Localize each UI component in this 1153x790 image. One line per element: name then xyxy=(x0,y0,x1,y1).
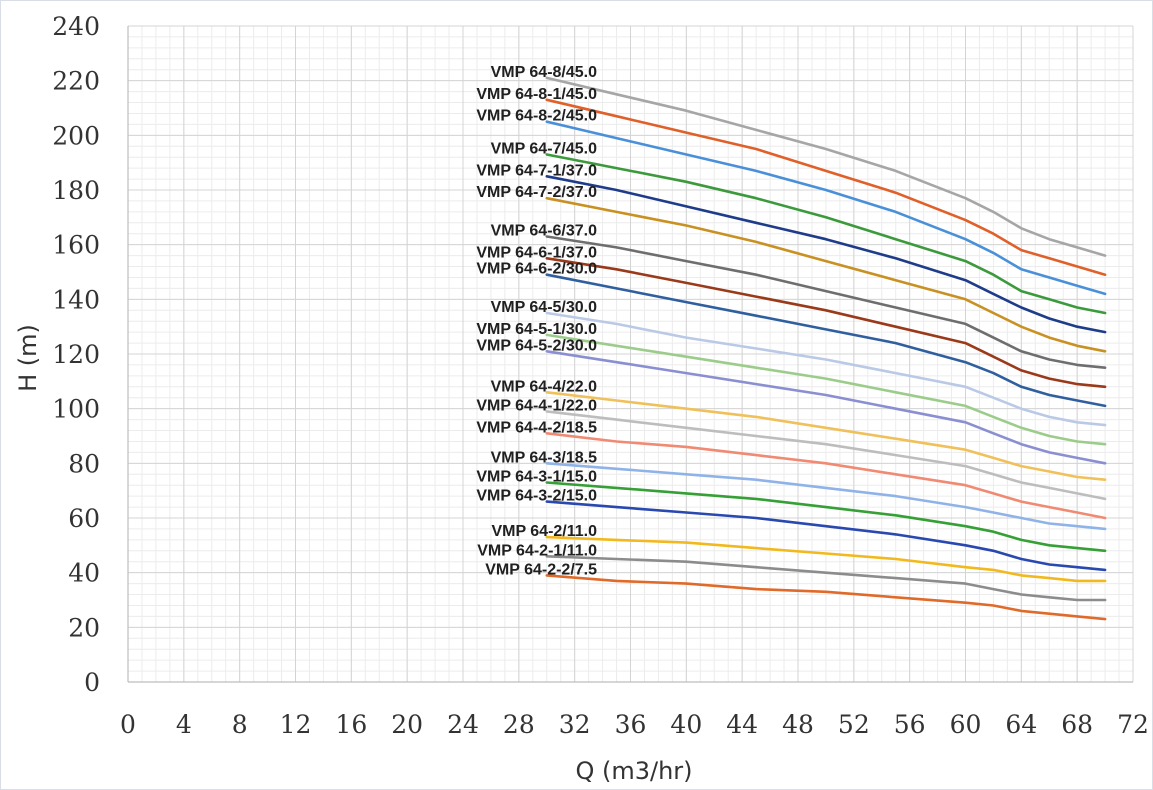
series-label: VMP 64-2-2/7.5 xyxy=(485,561,597,578)
x-tick-label: 12 xyxy=(280,710,312,739)
axes xyxy=(127,26,1133,683)
series-label: VMP 64-8/45.0 xyxy=(491,64,598,81)
series-label: VMP 64-3-2/15.0 xyxy=(476,488,597,505)
y-tick-label: 220 xyxy=(52,67,100,96)
series-line xyxy=(545,333,1107,446)
series-label: VMP 64-8-2/45.0 xyxy=(476,108,597,125)
series-line xyxy=(545,175,1107,334)
series-line xyxy=(545,431,1107,520)
series-lines xyxy=(545,76,1107,621)
series-label: VMP 64-5-1/30.0 xyxy=(476,321,597,338)
series-label: VMP 64-5-2/30.0 xyxy=(476,337,597,354)
series-line xyxy=(545,235,1107,370)
series-label: VMP 64-6/37.0 xyxy=(491,222,598,239)
x-tick-label: 48 xyxy=(782,710,814,739)
series-label: VMP 64-4-1/22.0 xyxy=(476,397,597,414)
series-line xyxy=(545,554,1107,602)
series-line xyxy=(545,500,1107,572)
series-label: VMP 64-6-2/30.0 xyxy=(476,261,597,278)
series-label: VMP 64-8-1/45.0 xyxy=(476,86,597,103)
x-tick-label: 8 xyxy=(232,710,248,739)
x-tick-label: 4 xyxy=(176,710,192,739)
x-tick-label: 0 xyxy=(120,710,136,739)
y-tick-label: 120 xyxy=(52,340,100,369)
series-label: VMP 64-4-2/18.5 xyxy=(476,419,597,436)
series-line xyxy=(545,481,1107,553)
x-tick-label: 16 xyxy=(335,710,367,739)
x-tick-label: 24 xyxy=(447,710,479,739)
x-tick-label: 64 xyxy=(1005,710,1037,739)
series-line xyxy=(545,98,1107,277)
x-tick-label: 68 xyxy=(1061,710,1093,739)
series-line xyxy=(545,390,1107,482)
y-tick-label: 40 xyxy=(68,559,100,588)
series-line xyxy=(545,574,1107,621)
series-line xyxy=(545,196,1107,353)
x-tick-label: 52 xyxy=(838,710,870,739)
x-tick-label: 40 xyxy=(670,710,702,739)
series-line xyxy=(545,76,1107,257)
series-label: VMP 64-7/45.0 xyxy=(491,140,598,157)
x-tick-labels: 0 4 8 12 16 20 24 28 32 36 40 44 48 52 56 60 64 68 72 xyxy=(120,710,1149,739)
x-axis-title: Q (m3/hr) xyxy=(575,757,692,785)
series-line xyxy=(545,153,1107,315)
y-tick-label: 200 xyxy=(52,121,100,150)
x-tick-label: 72 xyxy=(1117,710,1149,739)
series-label: VMP 64-4/22.0 xyxy=(491,378,598,395)
y-tick-label: 60 xyxy=(68,504,100,533)
series-line xyxy=(545,461,1107,531)
y-tick-label: 0 xyxy=(84,668,100,697)
series-label: VMP 64-5/30.0 xyxy=(491,299,598,316)
y-tick-label: 180 xyxy=(52,176,100,205)
series-labels: VMP 64-8/45.0 VMP 64-8-1/45.0 VMP 64-8-2/4… xyxy=(476,64,597,578)
series-label: VMP 64-7-1/37.0 xyxy=(476,162,597,179)
series-line xyxy=(545,311,1107,427)
series-label: VMP 64-6-1/37.0 xyxy=(476,244,597,261)
y-axis-title: H (m) xyxy=(14,324,42,392)
x-tick-label: 32 xyxy=(559,710,591,739)
x-tick-label: 56 xyxy=(894,710,926,739)
series-label: VMP 64-2/11.0 xyxy=(491,523,597,540)
x-tick-label: 28 xyxy=(503,710,535,739)
x-tick-label: 20 xyxy=(391,710,423,739)
series-line xyxy=(545,256,1107,389)
x-tick-label: 36 xyxy=(615,710,647,739)
y-tick-label: 140 xyxy=(52,285,100,314)
x-tick-label: 60 xyxy=(950,710,982,739)
y-tick-labels: 0 20 40 60 80 100 120 140 160 180 200 220 240 xyxy=(52,12,100,697)
major-grid xyxy=(127,25,1134,683)
series-line xyxy=(545,349,1107,465)
x-tick-label: 44 xyxy=(726,710,758,739)
y-tick-label: 20 xyxy=(68,613,100,642)
y-tick-label: 160 xyxy=(52,231,100,260)
series-label: VMP 64-7-2/37.0 xyxy=(476,184,597,201)
series-label: VMP 64-2-1/11.0 xyxy=(477,542,597,559)
series-label: VMP 64-3/18.5 xyxy=(491,449,598,466)
series-line xyxy=(545,273,1107,408)
series-line xyxy=(545,410,1107,501)
series-line xyxy=(545,535,1107,583)
series-label: VMP 64-3-1/15.0 xyxy=(476,468,597,485)
series-line xyxy=(545,120,1107,296)
y-tick-label: 100 xyxy=(52,395,100,424)
y-tick-label: 80 xyxy=(68,449,100,478)
y-tick-label: 240 xyxy=(52,12,100,41)
